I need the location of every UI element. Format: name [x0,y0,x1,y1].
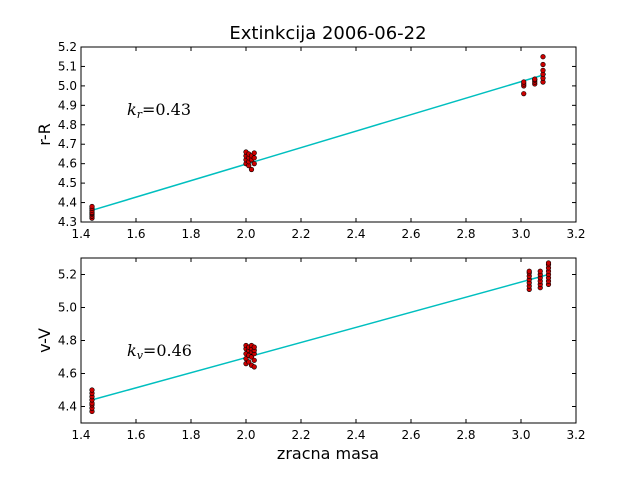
data-point [89,203,95,210]
fit-line [91,73,546,212]
y-tick-label: 4.5 [58,176,77,190]
y-tick-label: 5.2 [58,268,77,282]
coef-subscript: r [137,108,143,121]
y-tick-label: 5.2 [58,40,77,54]
x-tick-label: 2.8 [456,227,475,241]
data-point [248,354,255,360]
data-point [537,268,543,274]
y-tick-label: 4.4 [58,400,77,414]
data-point [540,61,546,68]
y-tick-label: 4.7 [58,137,77,151]
y-axis-label: r-R [35,123,54,145]
x-tick-label: 1.6 [126,428,145,442]
x-tick-label: 2.4 [346,227,365,241]
coef-value: =0.46 [143,341,192,360]
y-tick-label: 4.9 [58,98,77,112]
y-tick-label: 4.3 [58,215,77,229]
x-tick-label: 3.0 [511,428,530,442]
bottom-panel: 1.4 1.6 1.8 2.0 2.2 2.4 2.6 2.8 3.0 3.2 4.4 4.6 4.8 5… [35,257,586,442]
x-tick-label: 1.6 [126,227,145,241]
x-axis-label: zracna masa [277,444,379,463]
fit-line [91,273,549,401]
data-point [540,54,546,60]
data-point [545,260,552,266]
y-tick-label: 4.4 [58,196,77,210]
y-tick-label: 5.0 [58,79,77,93]
data-point [246,359,252,365]
plot-frame [80,257,577,424]
x-tick-label: 1.8 [181,428,200,442]
y-tick-label: 5.0 [58,301,77,315]
x-tick-label: 2.0 [236,227,255,241]
x-tick-label: 1.4 [71,428,90,442]
data-point [251,161,257,167]
data-point [248,166,255,173]
y-tick-label: 4.6 [58,157,77,171]
x-tick-label: 1.8 [181,227,200,241]
data-point [521,79,527,85]
data-point [251,155,257,161]
data-point [540,67,546,73]
x-tick-label: 2.0 [236,428,255,442]
extinction-coefficient-label: kv=0.46 [127,341,192,362]
x-tick-label: 2.6 [401,227,420,241]
data-point [251,364,257,370]
x-tick-label: 1.4 [71,227,90,241]
coef-subscript: v [137,349,144,362]
data-point [89,387,95,393]
extinction-coefficient-label: kr=0.43 [127,100,191,121]
x-tick-label: 3.0 [511,227,530,241]
data-point [251,150,257,156]
data-point [251,344,257,350]
data-point [526,268,532,274]
x-tick-label: 2.4 [346,428,365,442]
data-point [243,356,249,362]
data-point [532,76,538,82]
y-axis-label: v-V [35,328,54,353]
x-tick-label: 2.6 [401,428,420,442]
x-tick-label: 3.2 [566,227,585,241]
y-tick-label: 4.8 [58,118,77,132]
x-tick-label: 3.2 [566,428,585,442]
data-point [521,91,527,97]
x-tick-label: 2.8 [456,428,475,442]
x-tick-label: 2.2 [291,428,310,442]
y-tick-label: 5.1 [58,59,77,73]
chart-title: Extinkcija 2006-06-22 [229,23,426,44]
data-point [251,357,257,363]
coef-symbol: k [127,100,137,119]
y-tick-label: 4.6 [58,367,77,381]
coef-symbol: k [127,341,137,360]
coef-value: =0.43 [142,100,191,119]
plot-frame [80,46,577,223]
x-tick-label: 2.2 [291,227,310,241]
y-tick-label: 4.8 [58,334,77,348]
top-panel: 1.4 1.6 1.8 2.0 2.2 2.4 2.6 2.8 3.0 3.2 4.3 4.4 4.5 4… [35,40,586,241]
